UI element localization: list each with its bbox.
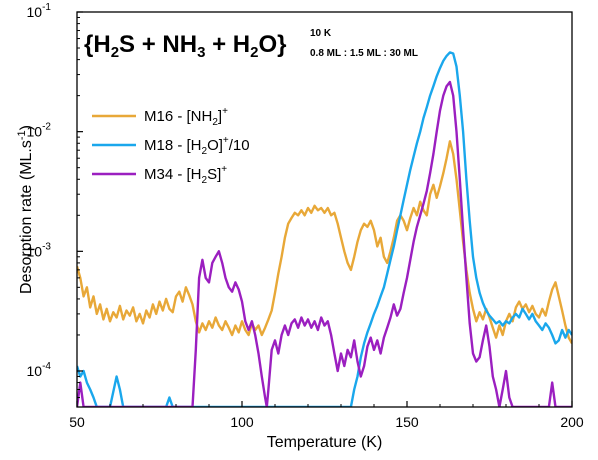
x-tick-label: 200 (560, 414, 584, 430)
legend-label-1: M16 - [NH2]+ (144, 106, 228, 128)
y-axis-title-close: ) (18, 125, 35, 130)
x-tick-label: 150 (395, 414, 419, 430)
x-axis-title: Temperature (K) (267, 434, 383, 451)
series-line-2 (77, 51, 572, 407)
chart-title-temperature: 10 K (310, 28, 332, 39)
series-line-1 (77, 140, 572, 344)
y-axis-title: Desorption rate (ML.s-1) (16, 125, 35, 294)
legend: M16 - [NH2]+ M18 - [H2O]+/10 M34 - [H2S]+ (92, 106, 250, 186)
y-tick-label: 10-4 (27, 361, 52, 379)
series-line-3 (77, 80, 572, 407)
x-axis: 50 100 150 200 (69, 401, 584, 430)
x-tick-label: 100 (230, 414, 254, 430)
x-tick-label: 50 (69, 414, 85, 430)
series-layer (77, 51, 572, 407)
legend-label-3: M34 - [H2S]+ (144, 164, 227, 186)
chart-title-ratio: 0.8 ML : 1.5 ML : 30 ML (310, 48, 418, 59)
legend-label-2: M18 - [H2O]+/10 (144, 135, 250, 157)
plot-frame (76, 11, 573, 408)
y-tick-label: 10-1 (27, 2, 52, 20)
y-axis-title-exponent: -1 (16, 130, 28, 140)
chart-title: {H2S + NH3 + H2O} (84, 31, 286, 61)
y-axis: 10-110-210-310-4 (27, 2, 83, 399)
